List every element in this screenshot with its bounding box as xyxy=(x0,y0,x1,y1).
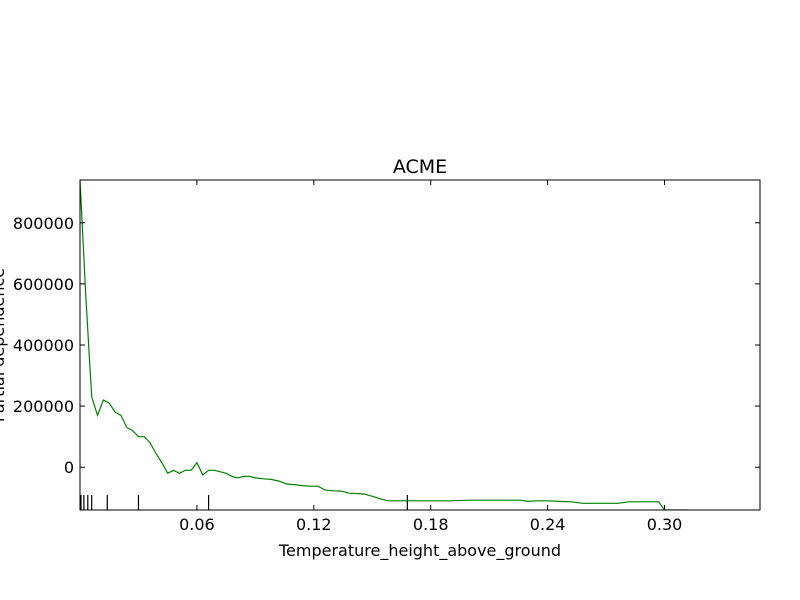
rug-layer xyxy=(80,495,408,510)
x-tick-label: 0.06 xyxy=(179,515,215,534)
y-axis-label: Partial dependence xyxy=(0,268,8,422)
x-axis-label: Temperature_height_above_ground xyxy=(278,541,561,561)
y-axis: 0 200000 400000 600000 800000 xyxy=(13,214,760,477)
x-tick-label: 0.18 xyxy=(413,515,449,534)
y-tick-label: 200000 xyxy=(13,397,74,416)
y-tick-label: 400000 xyxy=(13,336,74,355)
chart-title: ACME xyxy=(393,156,447,178)
line-layer xyxy=(80,180,688,510)
x-axis: 0.06 0.12 0.18 0.24 0.30 xyxy=(179,180,682,534)
x-tick-label: 0.24 xyxy=(530,515,566,534)
x-tick-label: 0.30 xyxy=(647,515,683,534)
y-tick-label: 0 xyxy=(64,458,74,477)
y-tick-label: 600000 xyxy=(13,275,74,294)
series-line xyxy=(80,180,688,510)
x-tick-label: 0.12 xyxy=(296,515,332,534)
plot-frame xyxy=(79,179,761,511)
y-tick-label: 800000 xyxy=(13,214,74,233)
